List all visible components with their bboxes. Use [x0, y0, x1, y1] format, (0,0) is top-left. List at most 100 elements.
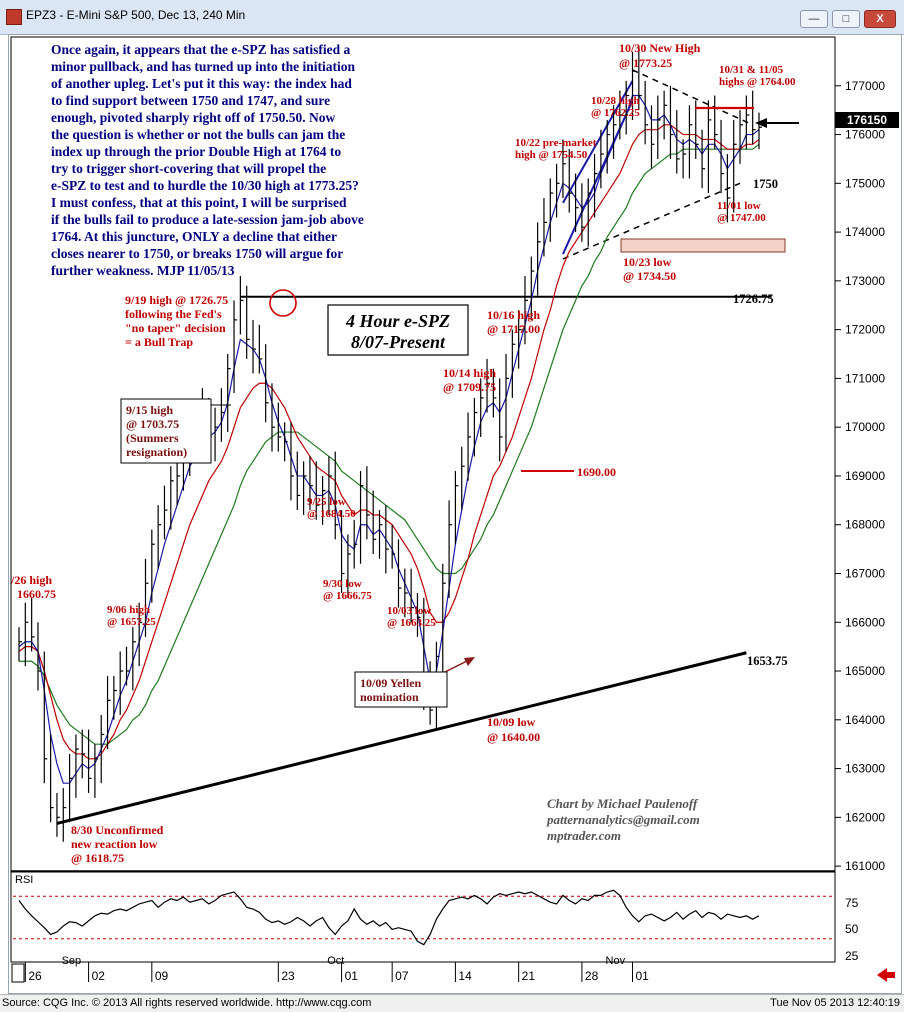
price-bar — [157, 505, 162, 569]
price-bar — [562, 139, 566, 198]
price-bar — [631, 51, 636, 120]
price-bar — [530, 256, 535, 320]
y-axis-tick-label: 171000 — [845, 371, 885, 385]
x-axis-tick-label: 23 — [281, 969, 295, 983]
rsi-label: RSI — [15, 874, 33, 886]
note-0925-value: @ 1684.50 — [307, 508, 356, 520]
maximize-button[interactable]: □ — [832, 10, 860, 28]
price-bar — [321, 475, 326, 525]
price-bar — [695, 100, 699, 159]
price-bar — [676, 110, 680, 174]
price-bar — [176, 456, 181, 506]
price-bar — [657, 95, 661, 159]
price-bar — [638, 46, 642, 111]
note-1101-title: 11/01 low — [717, 200, 761, 212]
note-0915-value: @ 1703.75 — [126, 417, 179, 431]
level-labels: 1726.75 1653.75 1750 — [733, 177, 788, 668]
price-bar — [644, 80, 649, 145]
note-1023-value: @ 1734.50 — [623, 269, 676, 283]
price-bar — [258, 324, 263, 374]
bull-trap-circle — [269, 289, 297, 317]
y-axis-tick-label: 174000 — [845, 225, 885, 239]
note-0919-line3: "no taper" decision — [125, 321, 226, 335]
chart-window[interactable]: 161000 162000 163000 164000 165000 166000 1670… — [8, 34, 902, 994]
note-1031-title: 10/31 & 11/05 — [719, 64, 784, 76]
minimize-button[interactable]: — — [800, 10, 828, 28]
note-0830-line2: new reaction low — [71, 837, 158, 851]
x-axis-tick-label: 21 — [522, 969, 536, 983]
window-title: EPZ3 - E-Mini S&P 500, Dec 13, 240 Min — [26, 8, 246, 22]
price-bar — [290, 422, 294, 501]
scroll-left-arrow[interactable] — [877, 968, 895, 982]
x-axis-month-label: Sep — [62, 955, 82, 967]
x-axis-tick-label: 28 — [585, 969, 599, 983]
price-chart[interactable]: 161000 162000 163000 164000 165000 166000 1670… — [9, 35, 901, 993]
x-axis-tick-label: 07 — [395, 969, 409, 983]
price-bar — [505, 354, 510, 452]
note-0919-title: 9/19 high @ 1726.75 — [125, 293, 228, 307]
price-bar — [587, 178, 592, 247]
price-bar — [132, 627, 136, 691]
credit-author: Chart by Michael Paulenoff — [547, 796, 699, 811]
credit-block: Chart by Michael Paulenoff patternanalyt… — [546, 796, 700, 843]
price-bar — [461, 446, 465, 511]
mid-moving-average-line — [18, 124, 760, 760]
commentary-line: the question is whether or not the bulls… — [51, 127, 345, 142]
note-0915-line3: (Summers — [126, 431, 179, 445]
y-axis-tick-label: 167000 — [845, 566, 885, 580]
y-axis-tick-label: 163000 — [845, 762, 885, 776]
y-axis-tick-label: 165000 — [845, 664, 885, 678]
price-bar — [448, 500, 453, 598]
price-bar — [81, 729, 86, 779]
level-1653-label: 1653.75 — [747, 654, 788, 668]
price-bar — [328, 456, 332, 515]
price-bar — [366, 466, 370, 540]
price-bar — [467, 412, 472, 481]
time-scroll-thumb[interactable] — [11, 963, 25, 983]
note-yellen-line2: nomination — [360, 690, 419, 704]
note-0930-value: @ 1666.75 — [323, 590, 372, 602]
price-bar — [397, 539, 402, 608]
price-bar — [518, 310, 522, 369]
price-bar — [138, 602, 143, 667]
upper-channel-dashed-line — [632, 69, 753, 126]
chart-app-icon — [6, 9, 22, 25]
price-bar — [227, 354, 231, 433]
x-axis-tick-label: 26 — [28, 969, 42, 983]
close-button[interactable]: X — [864, 10, 896, 28]
y-axis-tick-label: 168000 — [845, 518, 885, 532]
support-zone-box — [620, 238, 786, 253]
price-bar — [340, 510, 345, 593]
commentary-block: Once again, it appears that the e-SPZ ha… — [51, 42, 364, 278]
price-bar — [416, 593, 421, 637]
moving-averages — [18, 94, 760, 784]
note-yellen-title: 10/09 Yellen — [360, 676, 422, 690]
price-bar — [233, 300, 238, 394]
note-1030-title: 10/30 New High — [619, 41, 701, 55]
commentary-line: I must confess, that at this point, I wi… — [51, 195, 347, 210]
price-bar — [214, 407, 219, 462]
price-bar — [100, 714, 105, 784]
note-0830-title: 8/30 Unconfirmed — [71, 823, 164, 837]
price-bar — [144, 558, 149, 637]
rsi-panel[interactable] — [10, 871, 836, 963]
price-bar — [625, 80, 630, 135]
note-1016-value: @ 1717.00 — [487, 322, 540, 336]
price-bar — [612, 105, 617, 159]
commentary-line: enough, pivoted sharply right off of 175… — [51, 110, 336, 125]
price-bar — [24, 602, 29, 667]
x-axis-month-label: Nov — [606, 955, 626, 967]
price-bar — [75, 734, 79, 798]
x-axis-tick-label: 02 — [92, 969, 106, 983]
commentary-line: Once again, it appears that the e-SPZ ha… — [51, 42, 351, 57]
x-axis-month-label: Oct — [327, 955, 344, 967]
price-bar — [378, 510, 383, 559]
price-bar — [271, 383, 275, 452]
price-bar — [556, 163, 560, 218]
price-bar — [220, 388, 225, 442]
rsi-level-25: 25 — [845, 949, 859, 963]
price-bar — [252, 319, 257, 374]
price-bar — [720, 119, 725, 194]
commentary-line: 1764. At this juncture, ONLY a decline t… — [51, 229, 337, 244]
boxed-annotations: 9/15 high @ 1703.75 (Summers resignation… — [120, 398, 448, 708]
